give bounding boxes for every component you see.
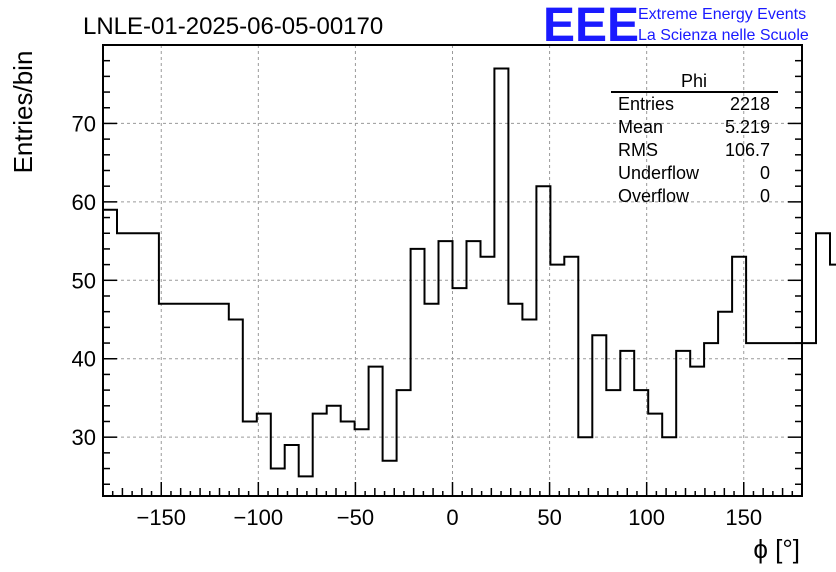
x-tick-label-6: 150 — [725, 505, 762, 530]
stats-rows: Entries 2218 Mean 5.219 RMS 106.7 Underflow 0 Ov… — [618, 94, 770, 206]
stats-box: Phi Entries 2218 Mean 5.219 RMS 106.7 Underflo… — [611, 71, 778, 206]
stats-value-overflow: 0 — [760, 186, 770, 206]
stats-value-rms: 106.7 — [725, 140, 770, 160]
x-tick-label-3: 0 — [446, 505, 458, 530]
eee-logo: EEE Extreme Energy Events La Scienza nel… — [543, 0, 809, 52]
stats-value-underflow: 0 — [760, 163, 770, 183]
eee-logo-line2: La Scienza nelle Scuole — [638, 27, 809, 44]
stats-label-underflow: Underflow — [618, 163, 700, 183]
stats-title: Phi — [681, 71, 707, 91]
y-tick-label-4: 70 — [72, 111, 96, 136]
chart-title: LNLE-01-2025-06-05-00170 — [83, 13, 383, 40]
x-tick-label-1: −100 — [234, 505, 284, 530]
eee-logo-mark: EEE — [543, 0, 639, 52]
plot-frame — [102, 44, 803, 497]
stats-label-entries: Entries — [618, 94, 674, 114]
y-axis-label: Entries/bin — [8, 51, 38, 174]
y-tick-label-2: 50 — [72, 268, 96, 293]
x-tick-label-4: 50 — [537, 505, 561, 530]
stats-label-overflow: Overflow — [618, 186, 690, 206]
tick-labels: −150 −100 −50 0 50 100 150 30 40 50 60 70 — [72, 111, 763, 530]
stats-label-mean: Mean — [618, 117, 663, 137]
x-tick-label-5: 100 — [628, 505, 665, 530]
eee-logo-line1: Extreme Energy Events — [638, 6, 806, 23]
histogram-series — [103, 67, 836, 478]
stats-value-entries: 2218 — [730, 94, 770, 114]
x-axis-label: ϕ [°] — [753, 534, 800, 564]
x-tick-label-2: −50 — [337, 505, 374, 530]
stats-label-rms: RMS — [618, 140, 658, 160]
y-tick-label-1: 40 — [72, 347, 96, 372]
histogram-line — [103, 67, 836, 478]
stats-value-mean: 5.219 — [725, 117, 770, 137]
y-tick-label-3: 60 — [72, 190, 96, 215]
y-tick-label-0: 30 — [72, 425, 96, 450]
x-tick-label-0: −150 — [136, 505, 186, 530]
